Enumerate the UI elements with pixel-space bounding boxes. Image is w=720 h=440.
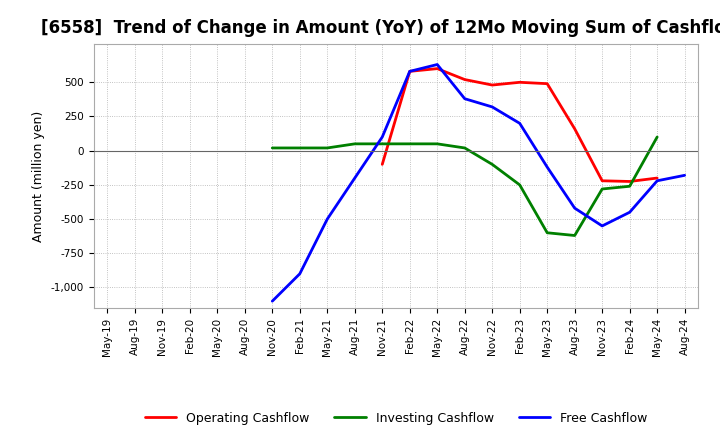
Operating Cashflow — [433, 66, 441, 71]
Free Cashflow — [543, 165, 552, 170]
Investing Cashflow — [351, 141, 359, 147]
Investing Cashflow — [378, 141, 387, 147]
Operating Cashflow — [378, 162, 387, 167]
Free Cashflow — [653, 178, 662, 183]
Line: Investing Cashflow: Investing Cashflow — [272, 137, 657, 235]
Y-axis label: Amount (million yen): Amount (million yen) — [32, 110, 45, 242]
Investing Cashflow — [570, 233, 579, 238]
Operating Cashflow — [516, 80, 524, 85]
Free Cashflow — [433, 62, 441, 67]
Investing Cashflow — [626, 183, 634, 189]
Investing Cashflow — [268, 145, 276, 150]
Investing Cashflow — [405, 141, 414, 147]
Investing Cashflow — [653, 134, 662, 139]
Line: Operating Cashflow: Operating Cashflow — [382, 69, 657, 181]
Investing Cashflow — [488, 162, 497, 167]
Line: Free Cashflow: Free Cashflow — [272, 65, 685, 301]
Investing Cashflow — [323, 145, 332, 150]
Investing Cashflow — [516, 182, 524, 187]
Free Cashflow — [488, 104, 497, 110]
Free Cashflow — [268, 298, 276, 304]
Investing Cashflow — [598, 187, 606, 192]
Free Cashflow — [626, 209, 634, 215]
Free Cashflow — [405, 69, 414, 74]
Operating Cashflow — [405, 69, 414, 74]
Investing Cashflow — [433, 141, 441, 147]
Operating Cashflow — [626, 179, 634, 184]
Title: [6558]  Trend of Change in Amount (YoY) of 12Mo Moving Sum of Cashflows: [6558] Trend of Change in Amount (YoY) o… — [41, 19, 720, 37]
Free Cashflow — [460, 96, 469, 101]
Investing Cashflow — [295, 145, 304, 150]
Free Cashflow — [598, 223, 606, 228]
Free Cashflow — [295, 271, 304, 276]
Free Cashflow — [323, 216, 332, 222]
Operating Cashflow — [543, 81, 552, 86]
Legend: Operating Cashflow, Investing Cashflow, Free Cashflow: Operating Cashflow, Investing Cashflow, … — [140, 407, 652, 429]
Operating Cashflow — [653, 176, 662, 181]
Operating Cashflow — [460, 77, 469, 82]
Free Cashflow — [516, 121, 524, 126]
Free Cashflow — [378, 134, 387, 139]
Operating Cashflow — [598, 178, 606, 183]
Free Cashflow — [680, 172, 689, 178]
Investing Cashflow — [543, 230, 552, 235]
Investing Cashflow — [460, 145, 469, 150]
Operating Cashflow — [488, 82, 497, 88]
Operating Cashflow — [570, 126, 579, 132]
Free Cashflow — [570, 205, 579, 211]
Free Cashflow — [351, 176, 359, 181]
